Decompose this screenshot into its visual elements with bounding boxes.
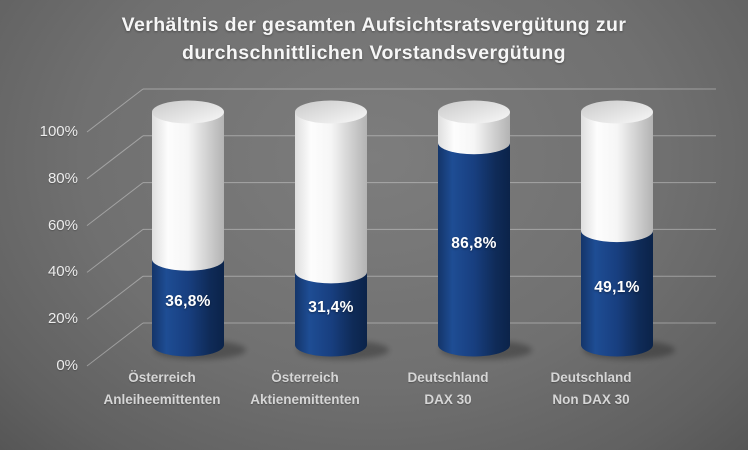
y-axis-tick-label: 40% [47,263,78,281]
grid-tick-diagonal [86,135,144,180]
bar-remainder-segment [152,112,224,260]
chart-title-line-2: durchschnittlichen Vorstandsvergütung [182,41,566,64]
cylinder-bar-2 [438,100,532,360]
bar-remainder-segment [295,112,367,272]
bar-top-cap [581,100,653,124]
cylinder-bars [152,100,675,360]
y-axis-tick-label: 20% [47,310,78,328]
bar-filled-segment [581,230,653,345]
bar-segment-seam [438,131,510,155]
y-axis-tick-label: 60% [47,216,78,234]
bar-bottom-curve [152,333,224,357]
bar-segment-seam [152,247,224,271]
bar-bottom-curve [581,333,653,357]
bar-value-label: 49,1% [594,278,640,296]
bar-top-cap [438,100,510,124]
cylinder-bar-1 [295,100,389,360]
category-label: Deutschland Non DAX 30 [550,370,632,407]
bar-segment-seam [581,219,653,243]
bar-segment-seam [295,260,367,284]
grid-tick-diagonal [86,322,144,367]
grid-tick-diagonal [86,182,144,226]
bar-value-label: 36,8% [165,293,211,311]
category-label: Deutschland DAX 30 [407,370,489,407]
bar-top-cap [152,100,224,124]
y-axis-tick-label: 100% [39,123,78,140]
bar-top-cap [295,100,367,124]
chart-title-line-1: Verhältnis der gesamten Aufsichtsratsver… [121,14,627,36]
grid-tick-diagonal [86,275,144,320]
chart-title: Verhältnis der gesamten Aufsichtsratsver… [0,12,748,67]
bar-filled-segment [438,142,510,345]
y-axis-tick-label: 80% [47,169,78,187]
bar-filled-segment [152,259,224,345]
bar-bottom-curve [438,333,510,357]
y-axis-tick-label: 0% [56,357,78,374]
cylinder-bar-3 [581,100,675,360]
bar-filled-segment [295,271,367,345]
bar-bottom-curve [295,333,367,357]
category-label: Österreich Aktienemittenten [250,370,360,407]
grid-tick-diagonal [86,229,144,273]
bar-value-label: 31,4% [308,299,354,317]
grid-tick-diagonal [86,88,144,133]
cylinder-bar-0 [152,100,246,360]
bar-remainder-segment [581,112,653,231]
bar-value-label: 86,8% [451,234,497,252]
category-label: Österreich Anleiheemittenten [103,370,221,407]
